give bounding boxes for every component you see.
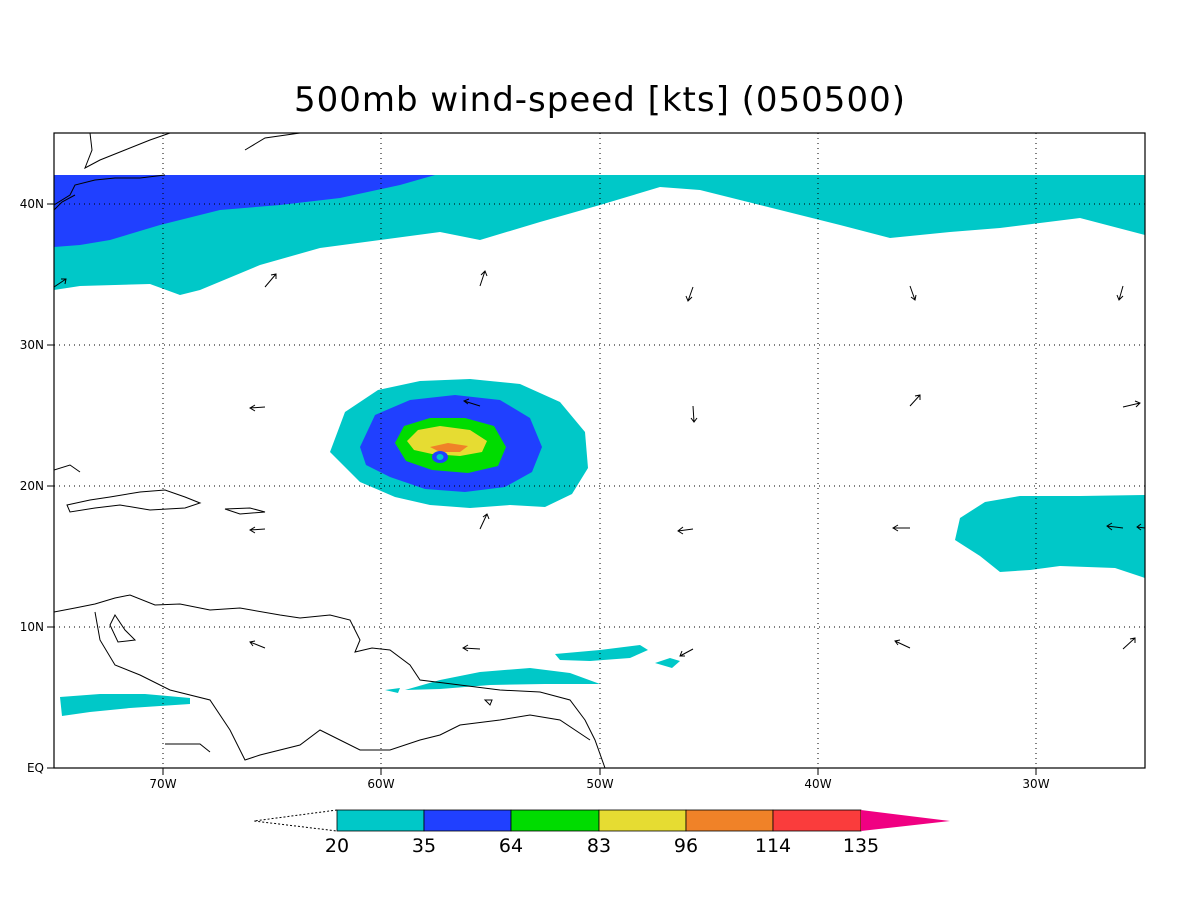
colorbar-swatch-2 [423, 809, 512, 832]
cyclone-yellow [407, 426, 487, 456]
lon-label-30w: 30W [1022, 777, 1049, 791]
colorbar-label-96: 96 [674, 835, 698, 857]
lat-label-eq: EQ [27, 761, 44, 775]
lon-label-40w: 40W [804, 777, 831, 791]
coastlines [54, 133, 606, 768]
colorbar-label-83: 83 [587, 835, 611, 857]
colorbar-swatch-1 [336, 809, 425, 832]
patch-south-4 [385, 688, 400, 693]
wind-vectors [53, 270, 1146, 657]
axis-ticks [47, 203, 1037, 775]
colorbar-swatch-3 [510, 809, 600, 832]
patch-south-1 [405, 668, 600, 690]
patch-south-3 [655, 658, 680, 668]
cyclone-orange [430, 443, 468, 452]
jet-band-blue [54, 175, 435, 247]
cyclone-eye-cyan [436, 454, 444, 460]
colorbar-swatch-6 [772, 809, 862, 832]
lon-label-50w: 50W [586, 777, 613, 791]
patch-southwest [60, 694, 190, 716]
lat-label-40n: 40N [20, 197, 44, 211]
colorbar-label-114: 114 [755, 835, 791, 857]
lat-label-10n: 10N [20, 620, 44, 634]
lat-label-30n: 30N [20, 338, 44, 352]
jet-band-cyan [54, 175, 1145, 295]
lon-label-70w: 70W [149, 777, 176, 791]
lon-label-60w: 60W [367, 777, 394, 791]
colorbar-label-35: 35 [412, 835, 436, 857]
color-bar: 20 35 64 83 96 114 135 [253, 809, 950, 857]
colorbar-high-triangle [861, 810, 950, 831]
patch-south-2 [555, 645, 648, 661]
colorbar-swatch-5 [685, 809, 774, 832]
colorbar-label-135: 135 [843, 835, 879, 857]
colorbar-label-20: 20 [325, 835, 349, 857]
colorbar-swatch-4 [598, 809, 687, 832]
map-gridlines [54, 133, 1145, 768]
colorbar-low-triangle [253, 809, 338, 832]
colorbar-label-64: 64 [499, 835, 523, 857]
map-title: 500mb wind-speed [kts] (050500) [294, 80, 906, 120]
trade-wind-cyan [955, 495, 1145, 578]
lat-label-20n: 20N [20, 479, 44, 493]
